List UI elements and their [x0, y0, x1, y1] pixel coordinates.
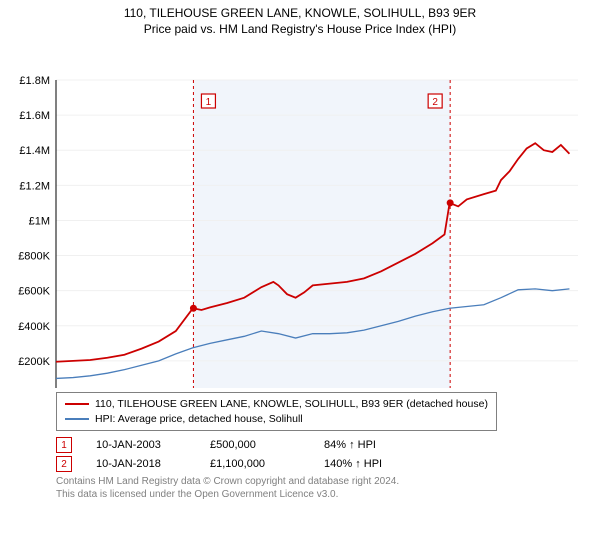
- titles: 110, TILEHOUSE GREEN LANE, KNOWLE, SOLIH…: [0, 0, 600, 36]
- footer-line2: This data is licensed under the Open Gov…: [56, 489, 600, 502]
- svg-text:£200K: £200K: [18, 356, 50, 368]
- legend-label-hpi: HPI: Average price, detached house, Soli…: [95, 412, 303, 427]
- marker-badge: 2: [56, 456, 72, 472]
- marker-delta: 140% ↑ HPI: [324, 458, 382, 470]
- table-row: 2 10-JAN-2018 £1,100,000 140% ↑ HPI: [56, 456, 600, 472]
- marker-badge: 1: [56, 437, 72, 453]
- footer-line1: Contains HM Land Registry data © Crown c…: [56, 476, 600, 489]
- svg-text:1: 1: [206, 97, 212, 108]
- chart-container: 110, TILEHOUSE GREEN LANE, KNOWLE, SOLIH…: [0, 0, 600, 560]
- svg-text:£1.6M: £1.6M: [19, 110, 50, 122]
- marker-price: £500,000: [210, 439, 300, 451]
- legend-swatch-price: [65, 403, 89, 405]
- chart-subtitle: Price paid vs. HM Land Registry's House …: [0, 22, 600, 36]
- svg-text:£1.4M: £1.4M: [19, 145, 50, 157]
- legend: 110, TILEHOUSE GREEN LANE, KNOWLE, SOLIH…: [56, 392, 497, 431]
- legend-label-price: 110, TILEHOUSE GREEN LANE, KNOWLE, SOLIH…: [95, 397, 488, 412]
- svg-text:£600K: £600K: [18, 286, 50, 298]
- chart-title: 110, TILEHOUSE GREEN LANE, KNOWLE, SOLIH…: [0, 6, 600, 20]
- svg-text:2: 2: [432, 97, 438, 108]
- sale-markers-table: 1 10-JAN-2003 £500,000 84% ↑ HPI 2 10-JA…: [56, 437, 600, 472]
- table-row: 1 10-JAN-2003 £500,000 84% ↑ HPI: [56, 437, 600, 453]
- svg-text:£800K: £800K: [18, 251, 50, 263]
- marker-price: £1,100,000: [210, 458, 300, 470]
- legend-item-price-paid: 110, TILEHOUSE GREEN LANE, KNOWLE, SOLIH…: [65, 397, 488, 412]
- legend-swatch-hpi: [65, 418, 89, 420]
- marker-date: 10-JAN-2003: [96, 439, 186, 451]
- marker-date: 10-JAN-2018: [96, 458, 186, 470]
- line-chart: £0£200K£400K£600K£800K£1M£1.2M£1.4M£1.6M…: [0, 36, 600, 388]
- legend-item-hpi: HPI: Average price, detached house, Soli…: [65, 412, 488, 427]
- svg-text:£1M: £1M: [29, 215, 50, 227]
- svg-text:£1.2M: £1.2M: [19, 180, 50, 192]
- svg-text:£1.8M: £1.8M: [19, 75, 50, 87]
- svg-text:£400K: £400K: [18, 321, 50, 333]
- marker-delta: 84% ↑ HPI: [324, 439, 376, 451]
- footer-attribution: Contains HM Land Registry data © Crown c…: [56, 476, 600, 501]
